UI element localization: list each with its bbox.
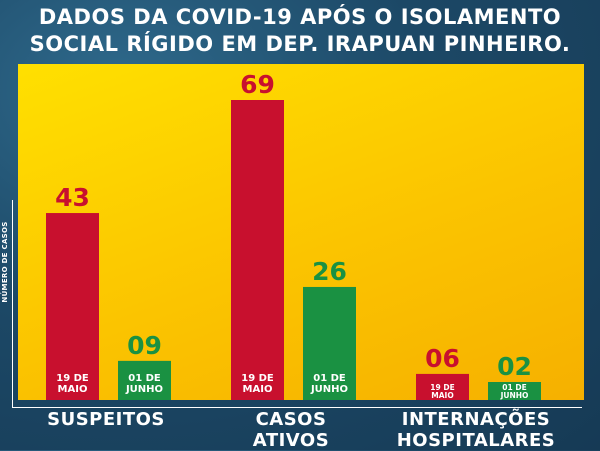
value-label-internacoes-hospitalares-01-de-junho: 02 [497,352,532,381]
category-label-line: SUSPEITOS [47,409,165,430]
value-label-casos-ativos-01-de-junho: 26 [312,257,347,286]
category-label-line: INTERNAÇÕES [401,409,551,430]
value-label-suspeitos-19-de-maio: 43 [55,183,90,212]
bar-series-label-internacoes-hospitalares-19-de-maio-line-2: MAIO [431,391,453,400]
x-axis-line [12,407,582,408]
bar-casos-ativos-01-de-junho [303,286,356,400]
bar-internacoes-hospitalares-01-de-junho [488,382,541,400]
category-label-casos-ativos: CASOS ATIVOS [201,409,381,451]
category-label-line: HOSPITALARES [396,430,556,451]
bar-series-label-casos-ativos-01-de-junho-line-2: JUNHO [310,384,348,395]
bar-internacoes-hospitalares-19-de-maio [416,373,469,400]
chart-panel [18,64,584,400]
bar-series-label-suspeitos-19-de-maio-line-2: MAIO [58,384,88,395]
value-label-casos-ativos-19-de-maio: 69 [240,70,275,99]
bar-series-label-internacoes-hospitalares-19-de-maio-line-1: 19 DE [430,383,454,392]
bar-series-label-suspeitos-01-de-junho-line-1: 01 DE [128,373,161,384]
chart-title: DADOS DA COVID-19 APÓS O ISOLAMENTO SOCI… [0,4,600,58]
category-label-suspeitos: SUSPEITOS [16,409,196,430]
y-axis-line [12,200,13,408]
bar-casos-ativos-19-de-maio [231,100,284,400]
bar-suspeitos-19-de-maio [46,213,99,400]
bar-series-label-casos-ativos-19-de-maio-line-1: 19 DE [241,373,274,384]
bar-series-label-casos-ativos-01-de-junho-line-1: 01 DE [313,373,346,384]
bar-series-label-suspeitos-01-de-junho-line-2: JUNHO [125,384,163,395]
bar-series-label-internacoes-hospitalares-01-de-junho-line-1: 01 DE [502,383,526,392]
bar-series-label-suspeitos-19-de-maio-line-1: 19 DE [56,373,89,384]
category-label-line: CASOS [255,409,327,430]
bar-suspeitos-01-de-junho [118,360,171,400]
category-label-line: ATIVOS [252,430,330,451]
bar-series-label-internacoes-hospitalares-01-de-junho-line-2: JUNHO [500,391,529,400]
title-line-1: DADOS DA COVID-19 APÓS O ISOLAMENTO [38,5,562,29]
value-label-suspeitos-01-de-junho: 09 [127,331,162,360]
bar-series-label-casos-ativos-19-de-maio-line-2: MAIO [243,384,273,395]
title-line-2: SOCIAL RÍGIDO EM DEP. IRAPUAN PINHEIRO. [29,32,571,56]
value-label-internacoes-hospitalares-19-de-maio: 06 [425,344,460,373]
category-label-internacoes-hospitalares: INTERNAÇÕES HOSPITALARES [386,409,566,451]
